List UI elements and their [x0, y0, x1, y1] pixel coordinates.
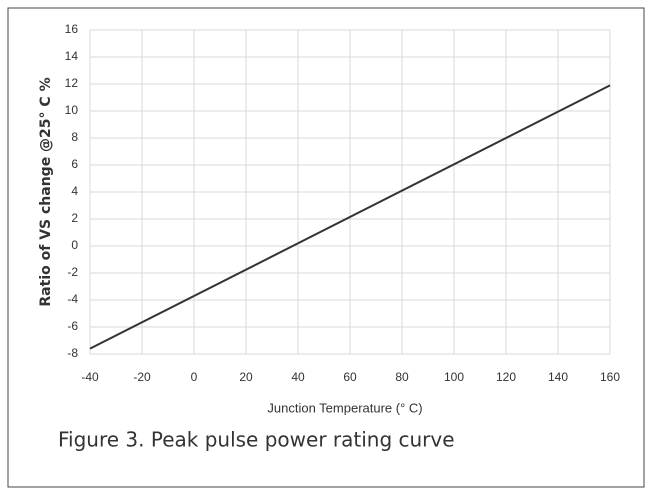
- x-tick-label: -20: [133, 370, 151, 384]
- y-tick-label: 4: [71, 184, 78, 198]
- x-tick-label: 20: [239, 370, 253, 384]
- y-tick-label: -6: [67, 319, 78, 333]
- y-tick-label: -4: [67, 292, 78, 306]
- x-tick-label: 60: [343, 370, 357, 384]
- y-tick-label: 6: [71, 157, 78, 171]
- x-tick-label: 40: [291, 370, 305, 384]
- x-tick-label: 0: [191, 370, 198, 384]
- y-tick-label: 2: [71, 211, 78, 225]
- y-axis-label: Ratio of VS change @25° C %: [38, 77, 54, 306]
- x-tick-label: -40: [81, 370, 99, 384]
- line: [89, 84, 611, 350]
- y-tick-label: 14: [65, 49, 79, 63]
- frame: [7, 7, 645, 488]
- x-tick-label: 100: [444, 370, 464, 384]
- x-axis-label: Junction Temperature (° C): [267, 400, 422, 415]
- x-tick-label: 80: [395, 370, 409, 384]
- y-tick-label: -8: [67, 346, 78, 360]
- y-tick-label: 12: [65, 76, 79, 90]
- x-tick-label: 120: [496, 370, 516, 384]
- y-tick-label: -2: [67, 265, 78, 279]
- y-tick-label: 10: [65, 103, 79, 117]
- y-tick-label: 8: [71, 130, 78, 144]
- chart-title: Figure 3. Peak pulse power rating curve: [58, 428, 455, 452]
- y-tick-label: 16: [65, 22, 79, 36]
- x-tick-label: 160: [600, 370, 620, 384]
- y-tick-label: 0: [71, 238, 78, 252]
- x-tick-label: 140: [548, 370, 568, 384]
